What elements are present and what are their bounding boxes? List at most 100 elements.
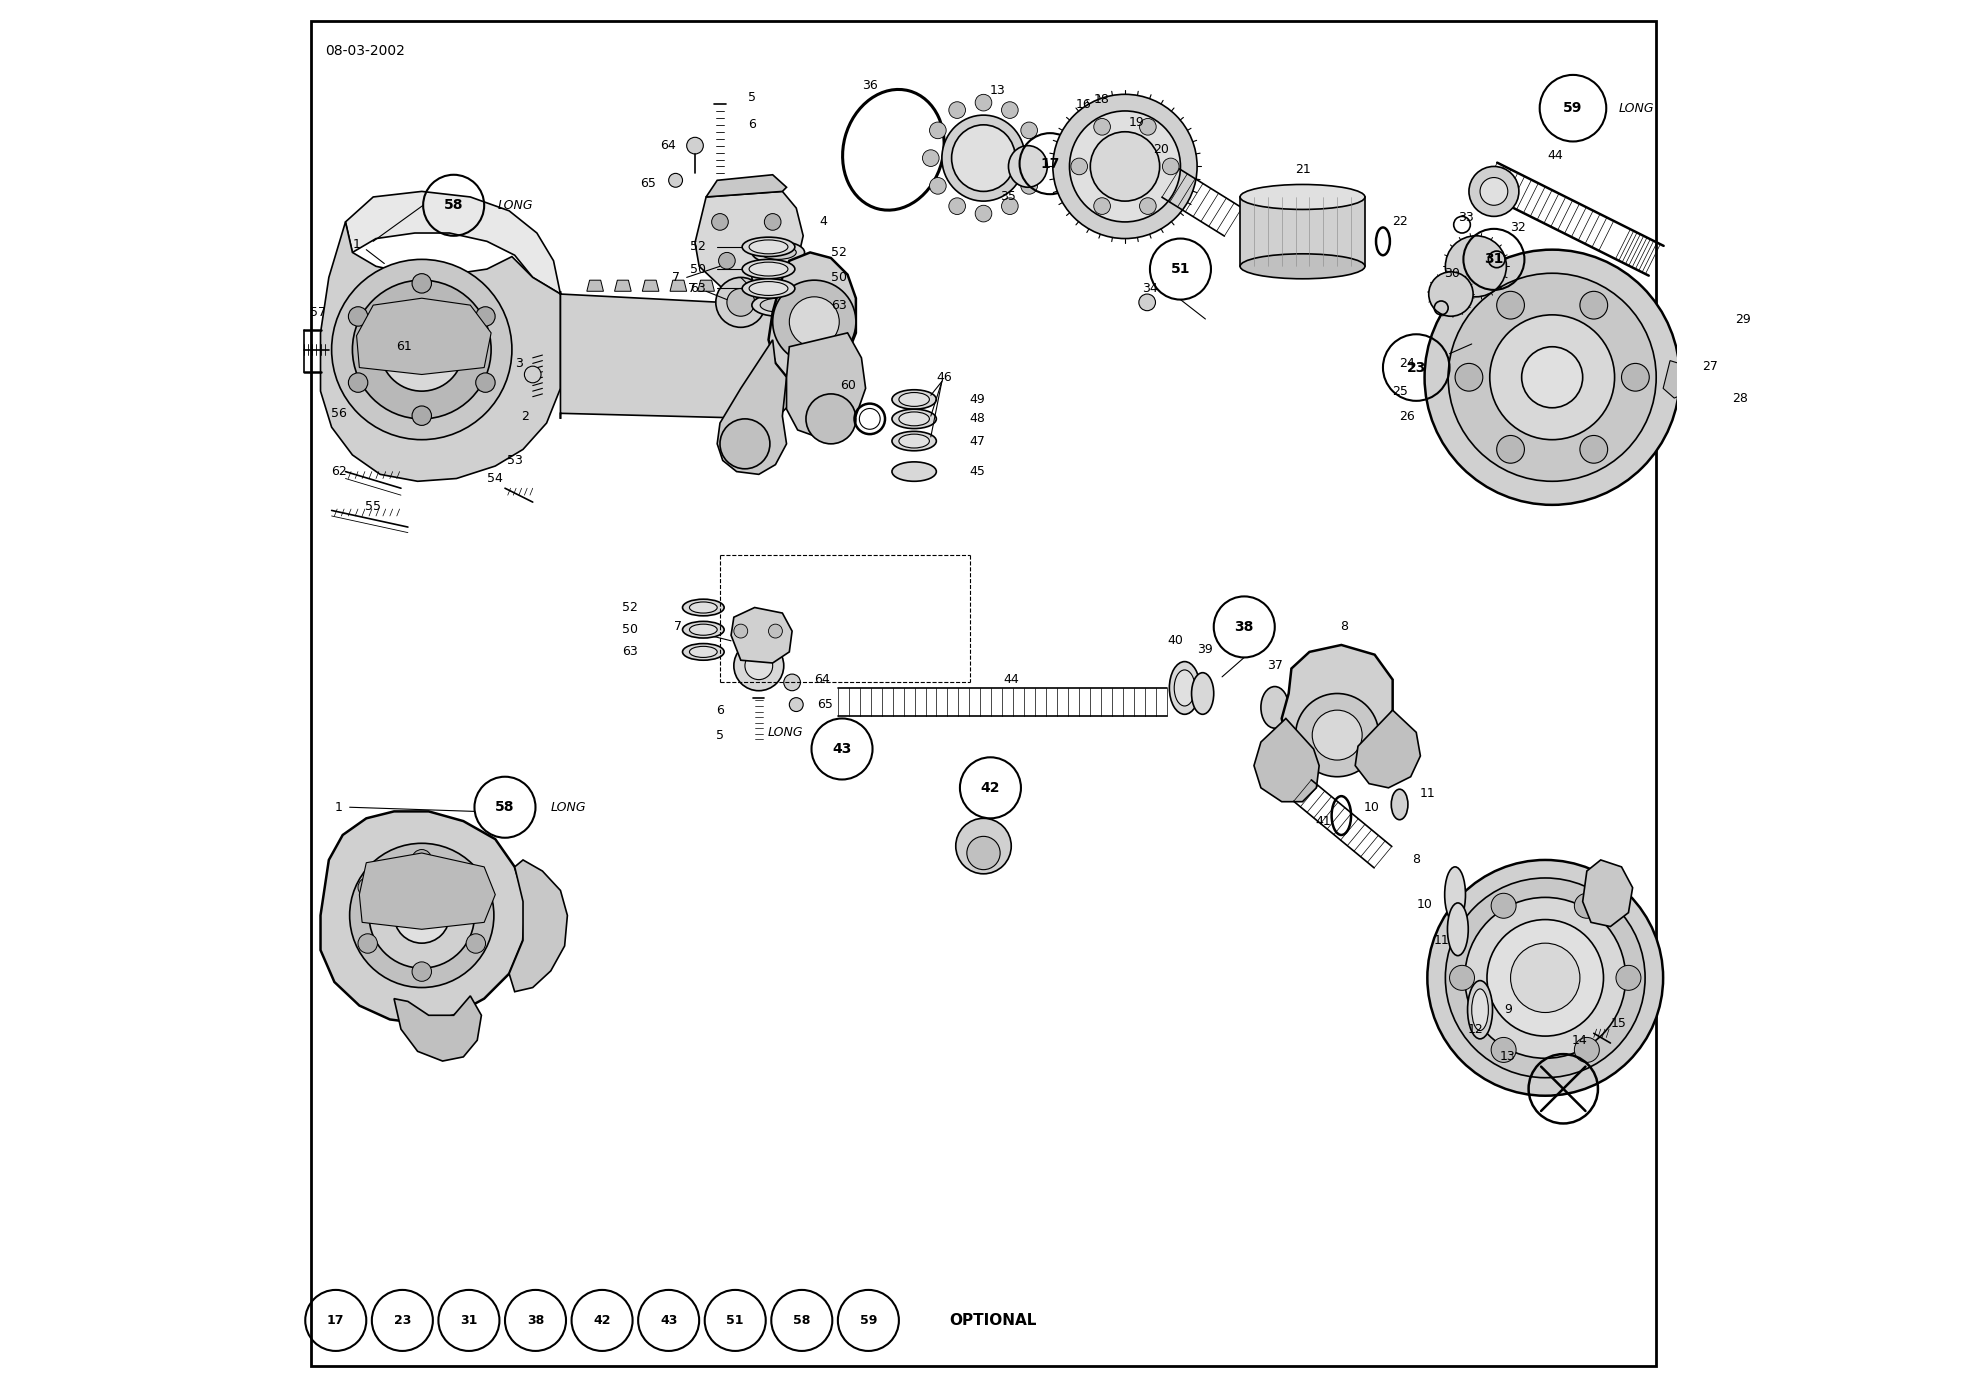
Text: 38: 38 [527,1313,545,1327]
Text: 26: 26 [1399,409,1414,423]
Circle shape [1139,294,1155,311]
Text: 22: 22 [1393,215,1408,229]
Ellipse shape [690,646,718,657]
Circle shape [466,933,486,953]
Circle shape [1465,897,1625,1058]
Circle shape [948,198,966,215]
Circle shape [789,698,803,712]
Circle shape [712,214,728,230]
Polygon shape [726,280,742,291]
Text: 5: 5 [716,728,724,742]
Ellipse shape [683,644,724,660]
Circle shape [358,878,378,897]
Circle shape [352,280,492,419]
Text: 43: 43 [832,742,852,756]
Text: 30: 30 [1444,266,1460,280]
Circle shape [1580,436,1607,463]
Polygon shape [1255,718,1320,802]
Circle shape [976,94,991,111]
Circle shape [1489,315,1615,440]
Ellipse shape [891,462,936,481]
Circle shape [767,252,783,269]
Text: 6: 6 [716,703,724,717]
Text: 52: 52 [830,245,848,259]
Text: 08-03-2002: 08-03-2002 [325,44,405,58]
Circle shape [1497,291,1524,319]
Circle shape [669,173,683,187]
Polygon shape [1282,645,1393,760]
Text: 17: 17 [1041,157,1060,171]
Ellipse shape [899,412,928,426]
Circle shape [1574,893,1599,918]
Polygon shape [1355,710,1420,788]
Polygon shape [356,298,492,374]
Text: 52: 52 [622,601,637,614]
Text: 27: 27 [1701,359,1717,373]
Circle shape [734,624,747,638]
Ellipse shape [749,262,789,276]
Ellipse shape [891,390,936,409]
Circle shape [1621,363,1648,391]
Circle shape [728,288,755,316]
Circle shape [411,849,431,868]
Circle shape [968,836,999,870]
Circle shape [1090,132,1161,201]
Ellipse shape [751,241,805,264]
Text: 56: 56 [330,406,346,420]
Circle shape [348,373,368,393]
Text: 9: 9 [1505,1003,1513,1017]
Text: 28: 28 [1733,391,1749,405]
Ellipse shape [690,602,718,613]
Polygon shape [586,280,604,291]
Circle shape [1448,273,1656,481]
Ellipse shape [751,266,805,288]
Text: 11: 11 [1420,786,1436,800]
Circle shape [1446,236,1507,297]
Circle shape [1497,436,1524,463]
Text: OPTIONAL: OPTIONAL [948,1313,1037,1327]
Text: 63: 63 [830,298,846,312]
Polygon shape [698,280,714,291]
Text: 58: 58 [445,198,464,212]
Circle shape [1450,965,1475,990]
Circle shape [1428,860,1664,1096]
Text: 59: 59 [1564,101,1583,115]
Ellipse shape [1448,903,1467,956]
Circle shape [1029,150,1044,166]
Circle shape [1580,291,1607,319]
Text: LONG: LONG [1619,101,1654,115]
Circle shape [476,373,496,393]
Ellipse shape [1174,670,1196,706]
Circle shape [718,252,736,269]
Text: 49: 49 [970,393,985,406]
Circle shape [1052,94,1198,239]
Circle shape [1487,920,1603,1036]
Text: 37: 37 [1267,659,1282,673]
Text: 61: 61 [395,340,411,354]
Text: 47: 47 [970,434,985,448]
Polygon shape [360,853,496,929]
Text: 44: 44 [1548,148,1564,162]
Text: 31: 31 [460,1313,478,1327]
Circle shape [1162,158,1178,175]
Text: 16: 16 [1076,97,1092,111]
Circle shape [1312,710,1363,760]
Circle shape [745,652,773,680]
Circle shape [348,307,368,326]
Ellipse shape [749,282,789,295]
Ellipse shape [742,237,795,257]
Polygon shape [509,860,566,992]
Text: 51: 51 [726,1313,744,1327]
Text: 43: 43 [661,1313,677,1327]
Ellipse shape [751,294,805,316]
Ellipse shape [759,270,797,284]
Text: 59: 59 [860,1313,877,1327]
Ellipse shape [1239,254,1365,279]
Text: 39: 39 [1198,642,1214,656]
Circle shape [1456,363,1483,391]
Text: 1: 1 [334,800,342,814]
Text: 65: 65 [816,698,832,712]
Polygon shape [787,333,865,437]
Text: 55: 55 [366,499,382,513]
Polygon shape [321,811,525,1024]
